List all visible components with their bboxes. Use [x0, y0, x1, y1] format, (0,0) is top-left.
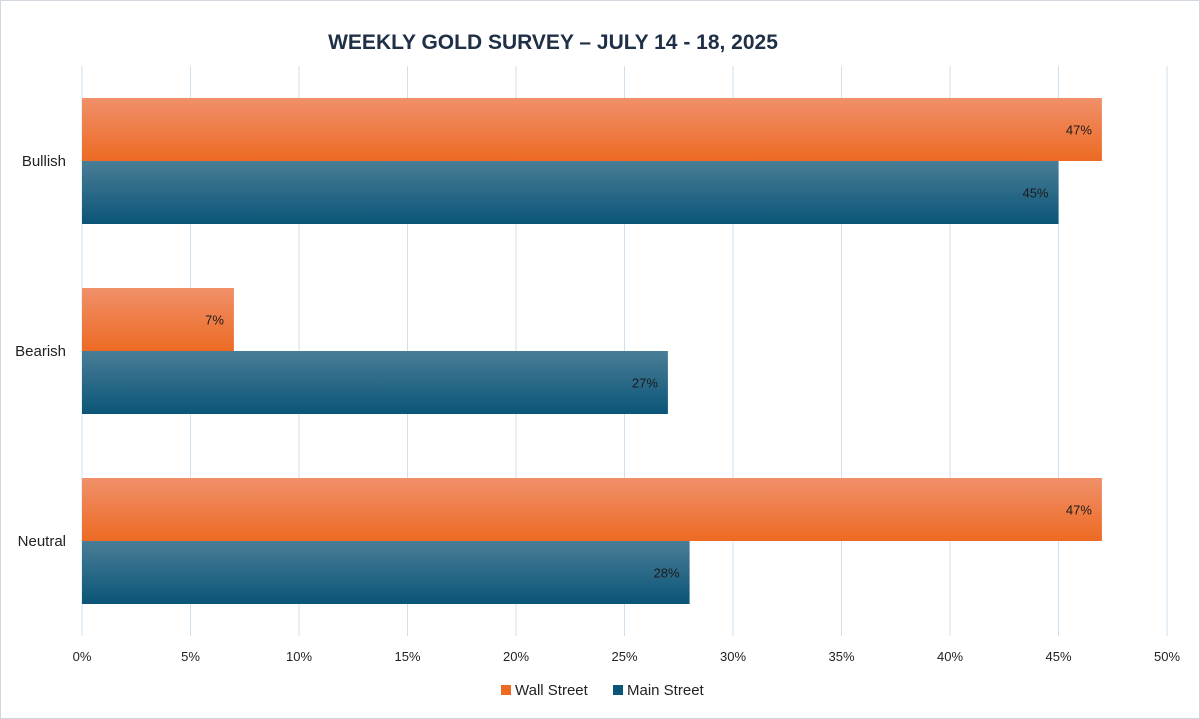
x-tick-label: 35% [828, 649, 854, 664]
data-label: 47% [1066, 123, 1092, 138]
data-label: 47% [1066, 503, 1092, 518]
bar-bearish-wall-street [82, 288, 234, 351]
x-tick-label: 10% [286, 649, 312, 664]
x-tick-label: 30% [720, 649, 746, 664]
category-label: Neutral [18, 533, 66, 550]
category-labels: Bullish Bearish Neutral [15, 153, 66, 550]
category-label: Bearish [15, 343, 66, 360]
x-tick-label: 0% [73, 649, 92, 664]
data-label: 27% [632, 376, 658, 391]
x-tick-label: 40% [937, 649, 963, 664]
x-tick-label: 50% [1154, 649, 1180, 664]
legend-label: Main Street [627, 682, 705, 699]
bar-bearish-main-street [82, 351, 668, 414]
legend-swatch [613, 685, 623, 695]
category-label: Bullish [22, 153, 66, 170]
x-tick-label: 15% [394, 649, 420, 664]
x-tick-label: 45% [1045, 649, 1071, 664]
legend: Wall Street Main Street [501, 682, 705, 699]
legend-swatch [501, 685, 511, 695]
bar-bullish-main-street [82, 161, 1059, 224]
data-label: 7% [205, 313, 224, 328]
bar-neutral-main-street [82, 541, 690, 604]
bar-neutral-wall-street [82, 478, 1102, 541]
x-tick-labels: 0% 5% 10% 15% 20% 25% 30% 35% 40% 45% 50% [73, 649, 1181, 664]
legend-label: Wall Street [515, 682, 589, 699]
data-labels: 47% 45% 7% 27% 47% 28% [205, 123, 1092, 581]
x-tick-label: 20% [503, 649, 529, 664]
x-tick-label: 5% [181, 649, 200, 664]
chart-title: WEEKLY GOLD SURVEY – JULY 14 - 18, 2025 [328, 31, 778, 54]
x-tick-label: 25% [611, 649, 637, 664]
data-label: 45% [1022, 186, 1048, 201]
bar-bullish-wall-street [82, 98, 1102, 161]
data-label: 28% [654, 566, 680, 581]
bars [82, 98, 1102, 604]
